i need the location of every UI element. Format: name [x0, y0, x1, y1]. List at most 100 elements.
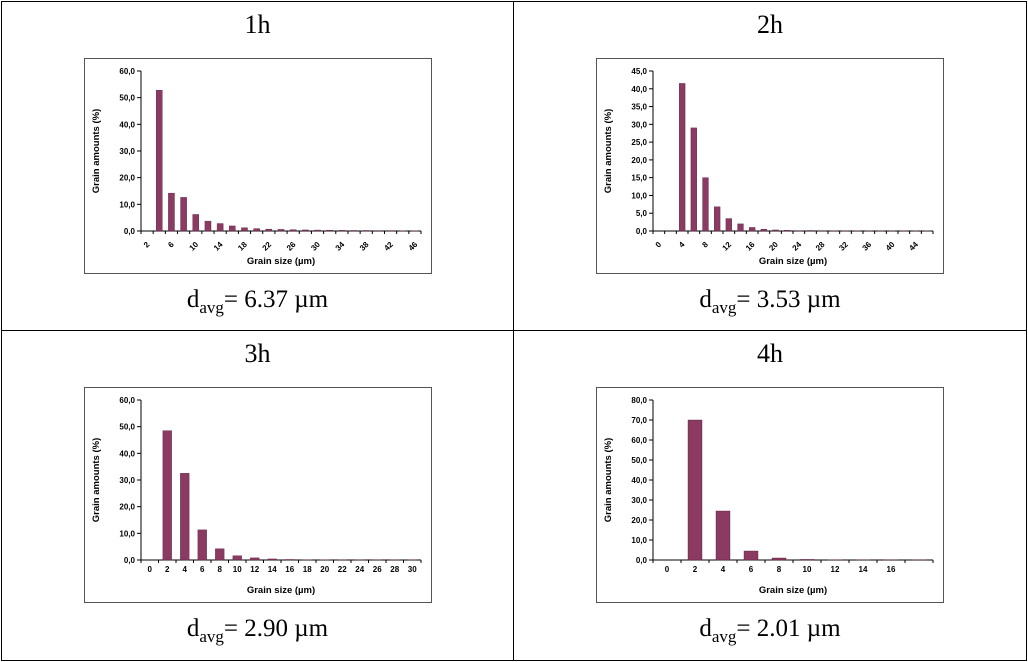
- bar: [289, 229, 297, 232]
- x-tick-label: 2: [142, 240, 152, 250]
- bar: [180, 197, 187, 232]
- y-tick-label: 35,0: [631, 103, 647, 112]
- y-tick-label: 0,0: [124, 227, 136, 236]
- x-tick-label: 44: [907, 240, 920, 253]
- x-axis-title: Grain size (µm): [759, 256, 827, 267]
- panel-title: 4h: [757, 339, 783, 368]
- bar: [285, 559, 295, 561]
- bar: [192, 214, 200, 232]
- x-tick-label: 10: [233, 565, 242, 574]
- y-tick-label: 30,0: [631, 120, 647, 129]
- bar-chart-4h: 0,0 10,0 20,0 30,0 40,0 50,0 60,0 70,0 80,0 0 2 4 6 8…: [603, 396, 934, 596]
- x-tick-label: 14: [212, 240, 225, 253]
- x-tick-label: 14: [859, 565, 868, 574]
- y-tick-label: 60,0: [631, 436, 647, 445]
- x-tick-label: 46: [407, 240, 420, 253]
- x-tick-label: 0: [148, 565, 153, 574]
- bar: [232, 555, 242, 561]
- y-tick-label: 40,0: [119, 120, 135, 129]
- y-tick-label: 20,0: [119, 174, 135, 183]
- bar: [277, 229, 285, 232]
- bar: [799, 559, 815, 561]
- bar: [302, 229, 309, 232]
- x-tick-label: 30: [309, 240, 322, 253]
- bar-chart-1h: 0,010,020,030,040,050,060,02 6 10 14 18 22 26 3…: [91, 67, 422, 267]
- x-tick-label: 0: [654, 240, 664, 250]
- x-tick-label: 10: [188, 240, 201, 253]
- x-tick-label: 4: [721, 565, 726, 574]
- x-tick-label: 2: [165, 565, 170, 574]
- y-tick-label: 40,0: [631, 476, 647, 485]
- x-tick-label: 18: [236, 240, 249, 253]
- x-axis-title: Grain size (µm): [247, 256, 315, 267]
- bar: [180, 473, 190, 561]
- y-tick-label: 30,0: [119, 476, 135, 485]
- bar: [714, 206, 721, 232]
- chart-frame: 0,0 10,0 20,0 30,0 40,0 50,0 60,0 70,0 80,0 0 2 4 6 8…: [596, 387, 944, 603]
- x-tick-label: 24: [355, 565, 364, 574]
- y-tick-label: 45,0: [631, 67, 647, 76]
- x-tick-label: 16: [744, 240, 757, 253]
- y-tick-label: 20,0: [631, 516, 647, 525]
- x-tick-label: 8: [700, 240, 710, 250]
- x-tick-label: 20: [320, 565, 329, 574]
- bar: [197, 529, 207, 561]
- bar: [807, 230, 814, 232]
- y-tick-label: 40,0: [119, 449, 135, 458]
- bar: [362, 230, 370, 232]
- bar: [702, 177, 709, 232]
- x-tick-label: 10: [803, 565, 812, 574]
- bar: [204, 220, 212, 232]
- bar: [156, 90, 163, 232]
- bar: [715, 510, 731, 561]
- y-axis-title: Grain amounts (%): [91, 438, 102, 522]
- x-tick-label: 4: [183, 565, 188, 574]
- y-tick-label: 5,0: [636, 209, 648, 218]
- x-tick-label: 28: [390, 565, 399, 574]
- x-axis-title: Grain size (µm): [759, 585, 827, 596]
- bar: [250, 557, 260, 561]
- x-tick-label: 26: [285, 240, 298, 253]
- x-tick-label: 12: [831, 565, 840, 574]
- y-tick-label: 25,0: [631, 138, 647, 147]
- bar: [314, 229, 321, 232]
- bar: [326, 229, 333, 232]
- bar-chart-2h: 0,0 5,0 10,0 15,0 20,0 25,0 30,0 35,0 40,0 45,0 0 4…: [603, 67, 934, 267]
- x-tick-label: 22: [261, 240, 274, 253]
- x-tick-label: 26: [373, 565, 382, 574]
- x-tick-label: 2: [693, 565, 698, 574]
- bar: [168, 192, 175, 232]
- bar: [749, 227, 756, 232]
- x-tick-label: 36: [861, 240, 874, 253]
- x-tick-label: 14: [268, 565, 277, 574]
- y-tick-label: 15,0: [631, 174, 647, 183]
- bar: [760, 229, 767, 232]
- bar: [215, 548, 225, 561]
- x-tick-label: 6: [749, 565, 754, 574]
- x-tick-label: 12: [250, 565, 259, 574]
- chart-frame: 0,0 10,0 20,0 30,0 40,0 50,0 60,0 0 2 4 6 8 10 12 14 16…: [84, 387, 432, 603]
- panel-title: 2h: [757, 10, 783, 39]
- panel-3h: 3h 0,0 10,0 20,0 30,0 40,0 50,0 60,0 0 2 4 6 8 10 12 1…: [2, 331, 514, 660]
- y-axis-title: Grain amounts (%): [91, 109, 102, 193]
- y-tick-label: 20,0: [119, 503, 135, 512]
- y-tick-label: 60,0: [119, 67, 135, 76]
- x-tick-label: 20: [767, 240, 780, 253]
- y-axis-title: Grain amounts (%): [603, 109, 614, 193]
- x-tick-label: 28: [814, 240, 827, 253]
- x-tick-label: 24: [791, 240, 804, 253]
- y-tick-label: 10,0: [631, 536, 647, 545]
- y-tick-label: 10,0: [631, 191, 647, 200]
- bar: [229, 225, 236, 232]
- chart-frame: 0,0 5,0 10,0 15,0 20,0 25,0 30,0 35,0 40,0 45,0 0 4…: [596, 58, 944, 274]
- y-tick-label: 80,0: [631, 396, 647, 405]
- bar: [771, 557, 787, 561]
- y-tick-label: 0,0: [124, 556, 136, 565]
- x-tick-label: 32: [837, 240, 850, 253]
- x-tick-label: 38: [358, 240, 371, 253]
- x-tick-label: 8: [218, 565, 223, 574]
- x-tick-label: 22: [338, 565, 347, 574]
- bar: [253, 228, 260, 232]
- y-tick-label: 0,0: [636, 227, 648, 236]
- y-axis-title: Grain amounts (%): [603, 438, 614, 522]
